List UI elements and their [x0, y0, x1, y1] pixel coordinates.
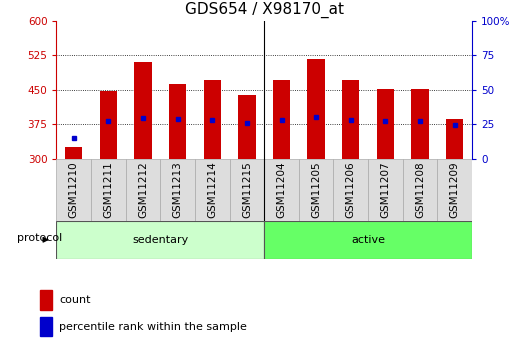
Text: GSM11215: GSM11215 — [242, 161, 252, 218]
Text: protocol: protocol — [17, 233, 62, 243]
Bar — [238, 95, 255, 159]
Bar — [403, 159, 437, 221]
Bar — [65, 147, 83, 159]
Bar — [411, 89, 429, 159]
Bar — [307, 59, 325, 159]
Text: GSM11212: GSM11212 — [138, 161, 148, 218]
Bar — [40, 317, 52, 336]
Bar — [195, 159, 229, 221]
Bar — [169, 84, 186, 159]
Bar — [273, 80, 290, 159]
Text: GSM11213: GSM11213 — [173, 161, 183, 218]
Text: GSM11210: GSM11210 — [69, 161, 78, 218]
Bar — [204, 80, 221, 159]
Title: GDS654 / X98170_at: GDS654 / X98170_at — [185, 2, 344, 18]
Bar — [342, 80, 360, 159]
Bar — [333, 159, 368, 221]
Bar — [40, 290, 52, 309]
Text: GSM11208: GSM11208 — [415, 161, 425, 218]
Bar — [56, 159, 91, 221]
Text: GSM11207: GSM11207 — [381, 161, 390, 218]
Bar — [368, 159, 403, 221]
Text: sedentary: sedentary — [132, 235, 188, 245]
Bar — [437, 159, 472, 221]
Text: percentile rank within the sample: percentile rank within the sample — [60, 322, 247, 332]
Text: GSM11204: GSM11204 — [277, 161, 286, 218]
Text: GSM11209: GSM11209 — [450, 161, 460, 218]
Bar — [299, 159, 333, 221]
Text: GSM11214: GSM11214 — [207, 161, 217, 218]
Text: count: count — [60, 295, 91, 305]
Bar — [126, 159, 160, 221]
Bar — [91, 159, 126, 221]
Text: GSM11206: GSM11206 — [346, 161, 356, 218]
Bar — [264, 221, 472, 259]
Text: active: active — [351, 235, 385, 245]
Bar — [377, 89, 394, 159]
Text: GSM11211: GSM11211 — [104, 161, 113, 218]
Bar — [134, 62, 152, 159]
Text: GSM11205: GSM11205 — [311, 161, 321, 218]
Bar — [264, 159, 299, 221]
Bar — [100, 91, 117, 159]
Bar — [446, 119, 463, 159]
Bar — [229, 159, 264, 221]
Bar — [160, 159, 195, 221]
Bar — [56, 221, 264, 259]
